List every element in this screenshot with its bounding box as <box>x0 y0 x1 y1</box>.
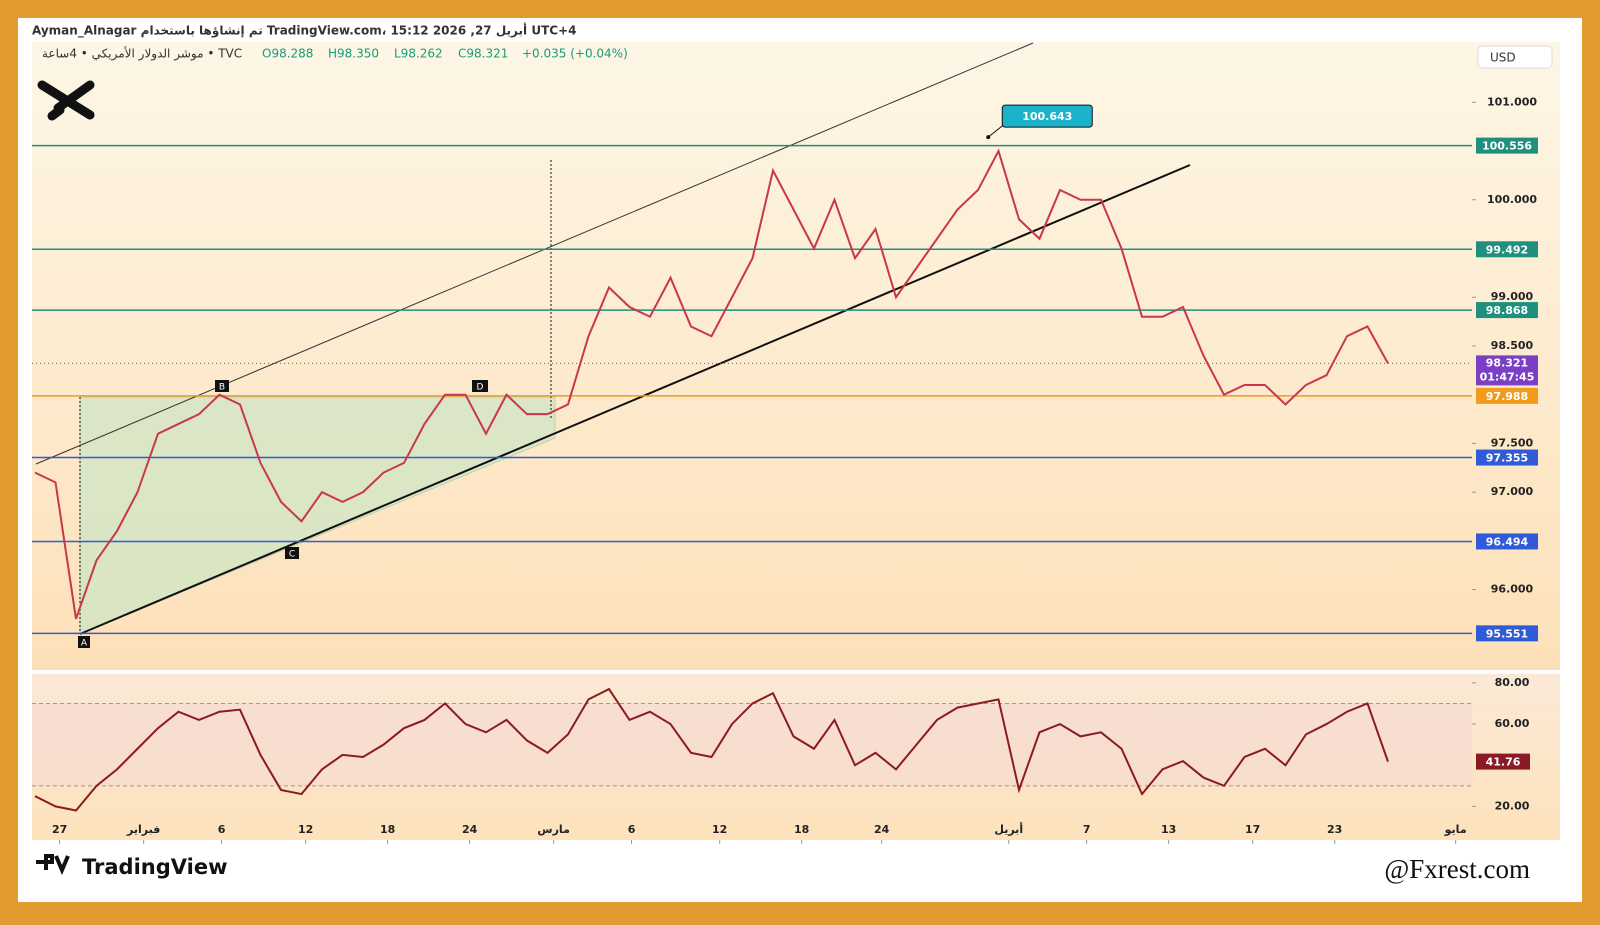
rsi-line <box>34 687 1389 812</box>
last-price-box <box>1476 355 1538 386</box>
x-tick-label: 7 <box>1083 823 1091 836</box>
level-label: 95.551 <box>1486 627 1528 640</box>
x-tick-label: فبراير <box>126 823 160 836</box>
open: O98.288 <box>262 47 313 61</box>
x-tick-label: 12 <box>712 823 727 836</box>
y-tick-label: 97.500 <box>1491 436 1534 449</box>
x-tick-label: مايو <box>1444 823 1467 836</box>
credit: @Fxrest.com <box>1384 854 1530 884</box>
level-label: 99.492 <box>1486 243 1528 256</box>
header-line: Ayman_Alnagar تم إنشاؤها باستخدام Tradin… <box>32 23 576 39</box>
level-label: 100.556 <box>1482 140 1532 153</box>
currency[interactable]: USD <box>1490 51 1516 65</box>
level-label: 97.355 <box>1486 452 1528 465</box>
countdown: 01:47:45 <box>1480 370 1535 383</box>
pattern-point <box>215 380 229 392</box>
pattern-label: C <box>289 550 295 560</box>
x-tick-label: 23 <box>1327 823 1342 836</box>
x-tick-label: 17 <box>1245 823 1260 836</box>
x-tick-label: 27 <box>52 823 67 836</box>
y-tick-label: 20.00 <box>1495 799 1530 812</box>
level-label-box <box>1476 137 1538 154</box>
rsi-label: 41.76 <box>1486 756 1521 769</box>
level-label: 96.494 <box>1486 535 1529 548</box>
pattern-point <box>78 636 90 648</box>
y-tick-label: 96.000 <box>1491 583 1534 596</box>
rsi-label-box <box>1476 753 1530 770</box>
pattern-point <box>472 380 488 392</box>
x-tick-label: أبريل <box>994 822 1023 836</box>
x-tick-label: 24 <box>462 823 478 836</box>
x-tick-label: 18 <box>380 823 395 836</box>
low: L98.262 <box>394 47 443 61</box>
pattern-point <box>285 547 299 559</box>
y-tick-label: 98.500 <box>1491 339 1534 352</box>
channel-upper <box>35 42 1034 465</box>
level-label: 97.988 <box>1486 390 1528 403</box>
level-label-box <box>1476 449 1538 466</box>
close: C98.321 <box>458 47 508 61</box>
level-label-box <box>1476 625 1538 642</box>
symbol: موشر الدولار الأمريكي • 4ساعة • TVC <box>42 46 242 62</box>
x-tick-label: مارس <box>537 823 569 836</box>
brand: TradingView <box>82 855 227 879</box>
x-tick-label: 13 <box>1161 823 1176 836</box>
x-tick-label: 6 <box>218 823 226 836</box>
y-tick-label: 60.00 <box>1495 717 1530 730</box>
change: +0.035 (+0.04%) <box>522 47 628 61</box>
channel-lower <box>79 164 1191 635</box>
pattern-label: D <box>477 383 484 393</box>
x-tick-label: 12 <box>298 823 313 836</box>
price-line <box>34 148 1389 620</box>
callout-label: 100.643 <box>1022 110 1072 123</box>
level-label-box <box>1476 533 1538 550</box>
logo <box>37 80 95 121</box>
x-tick-label: 18 <box>794 823 809 836</box>
level-label-box <box>1476 387 1538 404</box>
y-tick-label: 97.000 <box>1491 485 1534 498</box>
callout-box <box>1001 104 1093 128</box>
y-tick-label: 100.000 <box>1487 193 1537 206</box>
currency-box[interactable] <box>1477 45 1553 69</box>
x-tick-label: 6 <box>628 823 636 836</box>
y-tick-label: 80.00 <box>1495 676 1530 689</box>
level-label-box <box>1476 302 1538 319</box>
high: H98.350 <box>328 47 379 61</box>
price-panel <box>32 42 1560 670</box>
pattern-label: A <box>81 639 88 649</box>
level-label: 98.868 <box>1486 304 1528 317</box>
x-tick-label: 24 <box>874 823 890 836</box>
y-tick-label: 99.000 <box>1491 290 1534 303</box>
last-price: 98.321 <box>1486 356 1528 369</box>
rsi-band <box>32 703 1472 786</box>
pattern-area <box>79 396 556 635</box>
pattern-label: B <box>219 383 225 393</box>
level-label-box <box>1476 241 1538 258</box>
brand-logo <box>36 854 70 876</box>
y-tick-label: 101.000 <box>1487 95 1537 108</box>
